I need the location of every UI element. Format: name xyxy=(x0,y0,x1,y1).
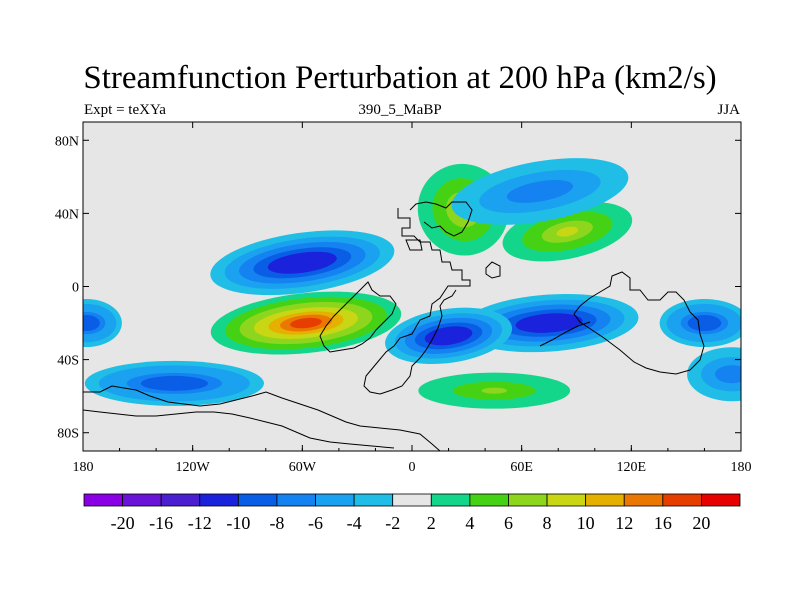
colorbar-swatch xyxy=(623,493,664,507)
colorbar-swatch xyxy=(276,493,316,507)
colorbar-swatch xyxy=(392,493,432,507)
colorbar-label: 8 xyxy=(543,513,552,533)
negative-anomaly-feature xyxy=(210,230,395,296)
colorbar-swatch xyxy=(430,493,471,507)
coastline-south-america xyxy=(319,281,397,353)
colorbar-label: -12 xyxy=(188,513,212,533)
lon-tick-label: 180 xyxy=(73,460,94,475)
colorbar: -20 -16 -12 -10 -8 -6 -4 -2 2 4 6 8 10 12 16 20 xyxy=(83,493,741,533)
axes-layer: 80N 40N 0 40S 80S 180 120W 60W 0 60E 120E 180 xyxy=(55,122,752,475)
colorbar-swatch xyxy=(315,493,355,507)
colorbar-swatch xyxy=(585,493,625,507)
colorbar-swatch xyxy=(701,493,741,507)
lon-tick-label: 60E xyxy=(510,460,533,475)
colorbar-label: 20 xyxy=(692,513,710,533)
lon-tick-label: 0 xyxy=(409,460,416,475)
positive-anomaly-feature xyxy=(418,372,571,409)
negative-anomaly-feature xyxy=(659,299,741,348)
contour-shell xyxy=(506,180,574,203)
lon-tick-label: 180 xyxy=(731,460,752,475)
coastline-south-pacific xyxy=(83,409,395,449)
negative-anomaly-feature xyxy=(83,299,122,348)
colorbar-label: -10 xyxy=(226,513,250,533)
contour-shell xyxy=(140,375,208,391)
negative-anomaly-feature xyxy=(385,307,513,365)
contour-shell xyxy=(481,387,507,394)
negative-anomaly-feature xyxy=(451,158,629,225)
colorbar-label: -16 xyxy=(149,513,173,533)
contour-shell xyxy=(556,226,579,237)
colorbar-label: 4 xyxy=(465,513,474,533)
colorbar-label: -6 xyxy=(308,513,323,533)
colorbar-label: -8 xyxy=(269,513,284,533)
colorbar-swatch xyxy=(508,493,548,507)
lat-tick-label: 0 xyxy=(72,281,79,296)
negative-anomaly-feature xyxy=(84,360,264,406)
coastline-arabia xyxy=(485,261,501,279)
colorbar-swatch xyxy=(662,493,702,507)
coastline-antarctica xyxy=(83,385,441,451)
colorbar-label: 12 xyxy=(615,513,633,533)
season-label: JJA xyxy=(717,102,740,118)
lon-tick-label: 60W xyxy=(289,460,317,475)
colorbar-swatch xyxy=(122,493,162,507)
contour-shell xyxy=(687,315,722,332)
colorbar-swatch xyxy=(353,493,394,507)
colorbar-label: 16 xyxy=(654,513,672,533)
map-title: Streamfunction Perturbation at 200 hPa (… xyxy=(83,60,717,96)
colorbar-label: -4 xyxy=(347,513,362,533)
case-label: 390_5_MaBP xyxy=(358,102,442,118)
coastline-indian-ocean xyxy=(539,321,591,347)
colorbar-swatch xyxy=(199,493,239,507)
contour-shell xyxy=(267,251,337,274)
contour-shell xyxy=(290,317,322,329)
colorbar-label: 2 xyxy=(427,513,436,533)
lon-tick-label: 120E xyxy=(617,460,647,475)
positive-anomaly-feature xyxy=(210,291,402,355)
contour-shell xyxy=(515,313,583,333)
contour-fill-layer xyxy=(83,158,741,409)
coastline-australia xyxy=(573,271,705,375)
coastline-greenland-edge xyxy=(405,239,423,251)
contour-shell xyxy=(715,365,741,384)
colorbar-swatch xyxy=(237,493,278,507)
colorbar-swatch xyxy=(469,493,509,507)
colorbar-swatch xyxy=(160,493,201,507)
colorbar-swatch xyxy=(83,493,123,507)
coastline-layer xyxy=(83,201,705,451)
lon-tick-label: 120W xyxy=(176,460,211,475)
coastline-africa xyxy=(363,208,471,395)
colorbar-label: -2 xyxy=(385,513,400,533)
experiment-label: Expt = teXYa xyxy=(84,102,166,118)
lat-tick-label: 80S xyxy=(57,427,79,442)
colorbar-label: 10 xyxy=(577,513,595,533)
negative-anomaly-feature xyxy=(687,347,741,402)
lat-tick-label: 40S xyxy=(57,354,79,369)
lat-tick-label: 80N xyxy=(55,134,79,149)
coastline-europe xyxy=(409,201,473,237)
colorbar-swatch xyxy=(546,493,587,507)
colorbar-label: -20 xyxy=(111,513,135,533)
lat-tick-label: 40N xyxy=(55,207,79,222)
contour-shell xyxy=(83,315,100,332)
colorbar-label: 6 xyxy=(504,513,513,533)
